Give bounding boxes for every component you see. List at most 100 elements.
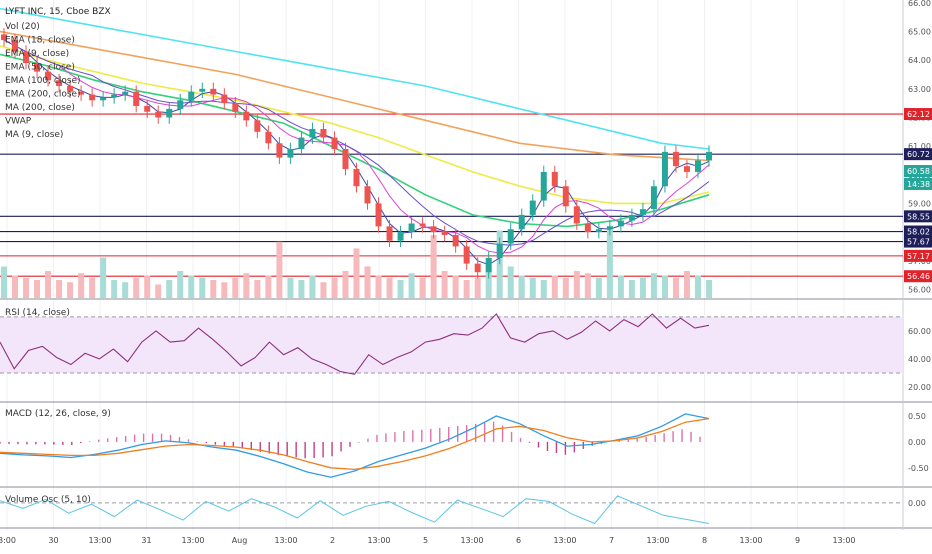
price-tag-label: 62.12: [907, 110, 930, 119]
price-tick-label: 63.00: [908, 85, 931, 94]
volume-bar: [45, 271, 52, 298]
volume-bar: [188, 275, 195, 298]
indicator-legend-item: VWAP: [5, 117, 32, 127]
volume-bar: [276, 241, 283, 298]
candle[interactable]: [562, 186, 569, 207]
candle[interactable]: [12, 40, 19, 52]
candle[interactable]: [606, 226, 613, 230]
candle[interactable]: [507, 229, 514, 244]
candle[interactable]: [265, 131, 272, 144]
candle[interactable]: [595, 229, 602, 233]
price-tag[interactable]: [904, 225, 932, 238]
candle[interactable]: [254, 120, 261, 132]
candle[interactable]: [375, 203, 382, 227]
candle[interactable]: [210, 88, 217, 95]
indicator-legend-item: EMA (50, close): [5, 63, 75, 73]
volume-bar: [1, 266, 7, 298]
candle[interactable]: [706, 151, 712, 161]
short-moving-average-line: [3, 39, 710, 246]
candle[interactable]: [122, 91, 129, 95]
candle[interactable]: [89, 94, 96, 101]
volume-bar: [243, 273, 250, 298]
price-tag[interactable]: [904, 249, 932, 262]
time-tick-label: 13:00: [88, 536, 111, 545]
candle[interactable]: [67, 85, 74, 92]
candle[interactable]: [243, 111, 250, 121]
candle[interactable]: [650, 186, 657, 210]
candle[interactable]: [34, 63, 41, 72]
candle[interactable]: [397, 232, 404, 241]
macd-tick-label: 0.50: [908, 412, 926, 421]
price-tag-label: 56.46: [907, 272, 930, 281]
macd-line: [0, 413, 710, 478]
candle[interactable]: [342, 149, 349, 170]
candle[interactable]: [430, 226, 437, 233]
candle[interactable]: [617, 220, 624, 227]
candle[interactable]: [111, 94, 118, 98]
price-tag[interactable]: [904, 165, 932, 177]
volume-bar: [320, 282, 327, 298]
price-tick-label: 65.00: [908, 28, 931, 37]
volume-bar: [331, 277, 338, 298]
candle[interactable]: [694, 160, 701, 172]
candle[interactable]: [331, 137, 338, 149]
candle[interactable]: [23, 51, 30, 64]
candle[interactable]: [353, 169, 360, 187]
candle[interactable]: [166, 108, 173, 118]
candle[interactable]: [419, 223, 426, 227]
candle[interactable]: [540, 171, 547, 201]
candle[interactable]: [573, 206, 580, 224]
candle[interactable]: [56, 80, 63, 86]
candle[interactable]: [408, 223, 415, 233]
candle[interactable]: [100, 97, 107, 101]
time-tick-label: 13:00: [832, 536, 855, 545]
candle[interactable]: [309, 128, 316, 138]
price-tag[interactable]: [904, 235, 932, 248]
candle[interactable]: [188, 91, 195, 101]
candle[interactable]: [672, 151, 679, 167]
candle[interactable]: [155, 111, 162, 118]
candle[interactable]: [1, 34, 7, 41]
price-tag-label: 60.72: [907, 150, 930, 159]
candle[interactable]: [287, 149, 294, 158]
candle[interactable]: [199, 88, 206, 92]
candle[interactable]: [232, 103, 239, 112]
time-tick-label: 7: [609, 536, 614, 545]
volume-bar: [111, 280, 118, 298]
candle[interactable]: [496, 243, 503, 258]
price-tag[interactable]: [904, 270, 932, 283]
candle[interactable]: [518, 214, 525, 230]
price-tag[interactable]: [904, 148, 932, 161]
volume-bar: [430, 235, 437, 298]
candle[interactable]: [133, 91, 140, 107]
candle[interactable]: [221, 94, 228, 104]
candle[interactable]: [452, 234, 459, 247]
candle[interactable]: [463, 246, 470, 264]
candle[interactable]: [276, 143, 283, 158]
price-tag[interactable]: [904, 178, 932, 190]
price-tag[interactable]: [904, 210, 932, 223]
candle[interactable]: [45, 71, 52, 81]
candle[interactable]: [298, 137, 305, 149]
candle[interactable]: [551, 171, 558, 187]
candle[interactable]: [441, 232, 448, 235]
candle[interactable]: [320, 128, 327, 138]
candle[interactable]: [485, 257, 492, 273]
candle[interactable]: [639, 209, 646, 215]
candle[interactable]: [529, 200, 536, 215]
candle[interactable]: [144, 106, 151, 112]
moving-average-line: [0, 45, 710, 205]
candle[interactable]: [661, 151, 668, 187]
price-tag[interactable]: [904, 108, 932, 121]
candle[interactable]: [584, 223, 591, 233]
candle[interactable]: [474, 263, 481, 273]
volume-bar: [144, 275, 151, 298]
candle[interactable]: [177, 100, 184, 109]
candle[interactable]: [364, 186, 371, 204]
candle[interactable]: [78, 91, 85, 95]
candle[interactable]: [683, 166, 690, 172]
candle[interactable]: [386, 226, 393, 241]
candle[interactable]: [628, 214, 635, 221]
